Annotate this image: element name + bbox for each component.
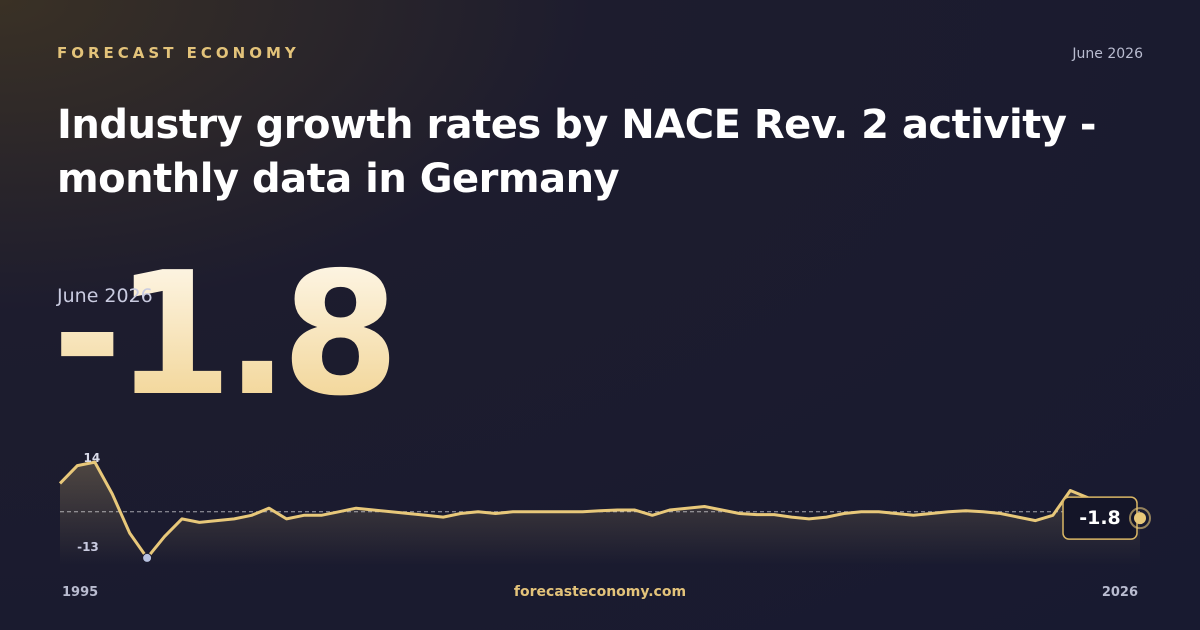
min-point [142,552,153,563]
last-label: -1.8 [1079,507,1121,529]
x-label: 2026 [1102,585,1138,600]
area [60,462,1140,565]
max-label: 14 [83,451,100,465]
headline-date: June 2026 [57,285,153,307]
last-ring [1129,507,1151,530]
headline-value: -1.8 [52,236,400,434]
title: Industry growth rates by NACE Rev. 2 act… [57,102,1096,202]
date: June 2026 [1072,46,1143,62]
x-label: 1995 [62,585,98,600]
line [58,460,1141,560]
min-label: -13 [77,540,99,554]
last-point [1134,512,1146,525]
brand: FORECAST ECONOMY [57,44,300,62]
footer: forecasteconomy.com [513,584,687,600]
